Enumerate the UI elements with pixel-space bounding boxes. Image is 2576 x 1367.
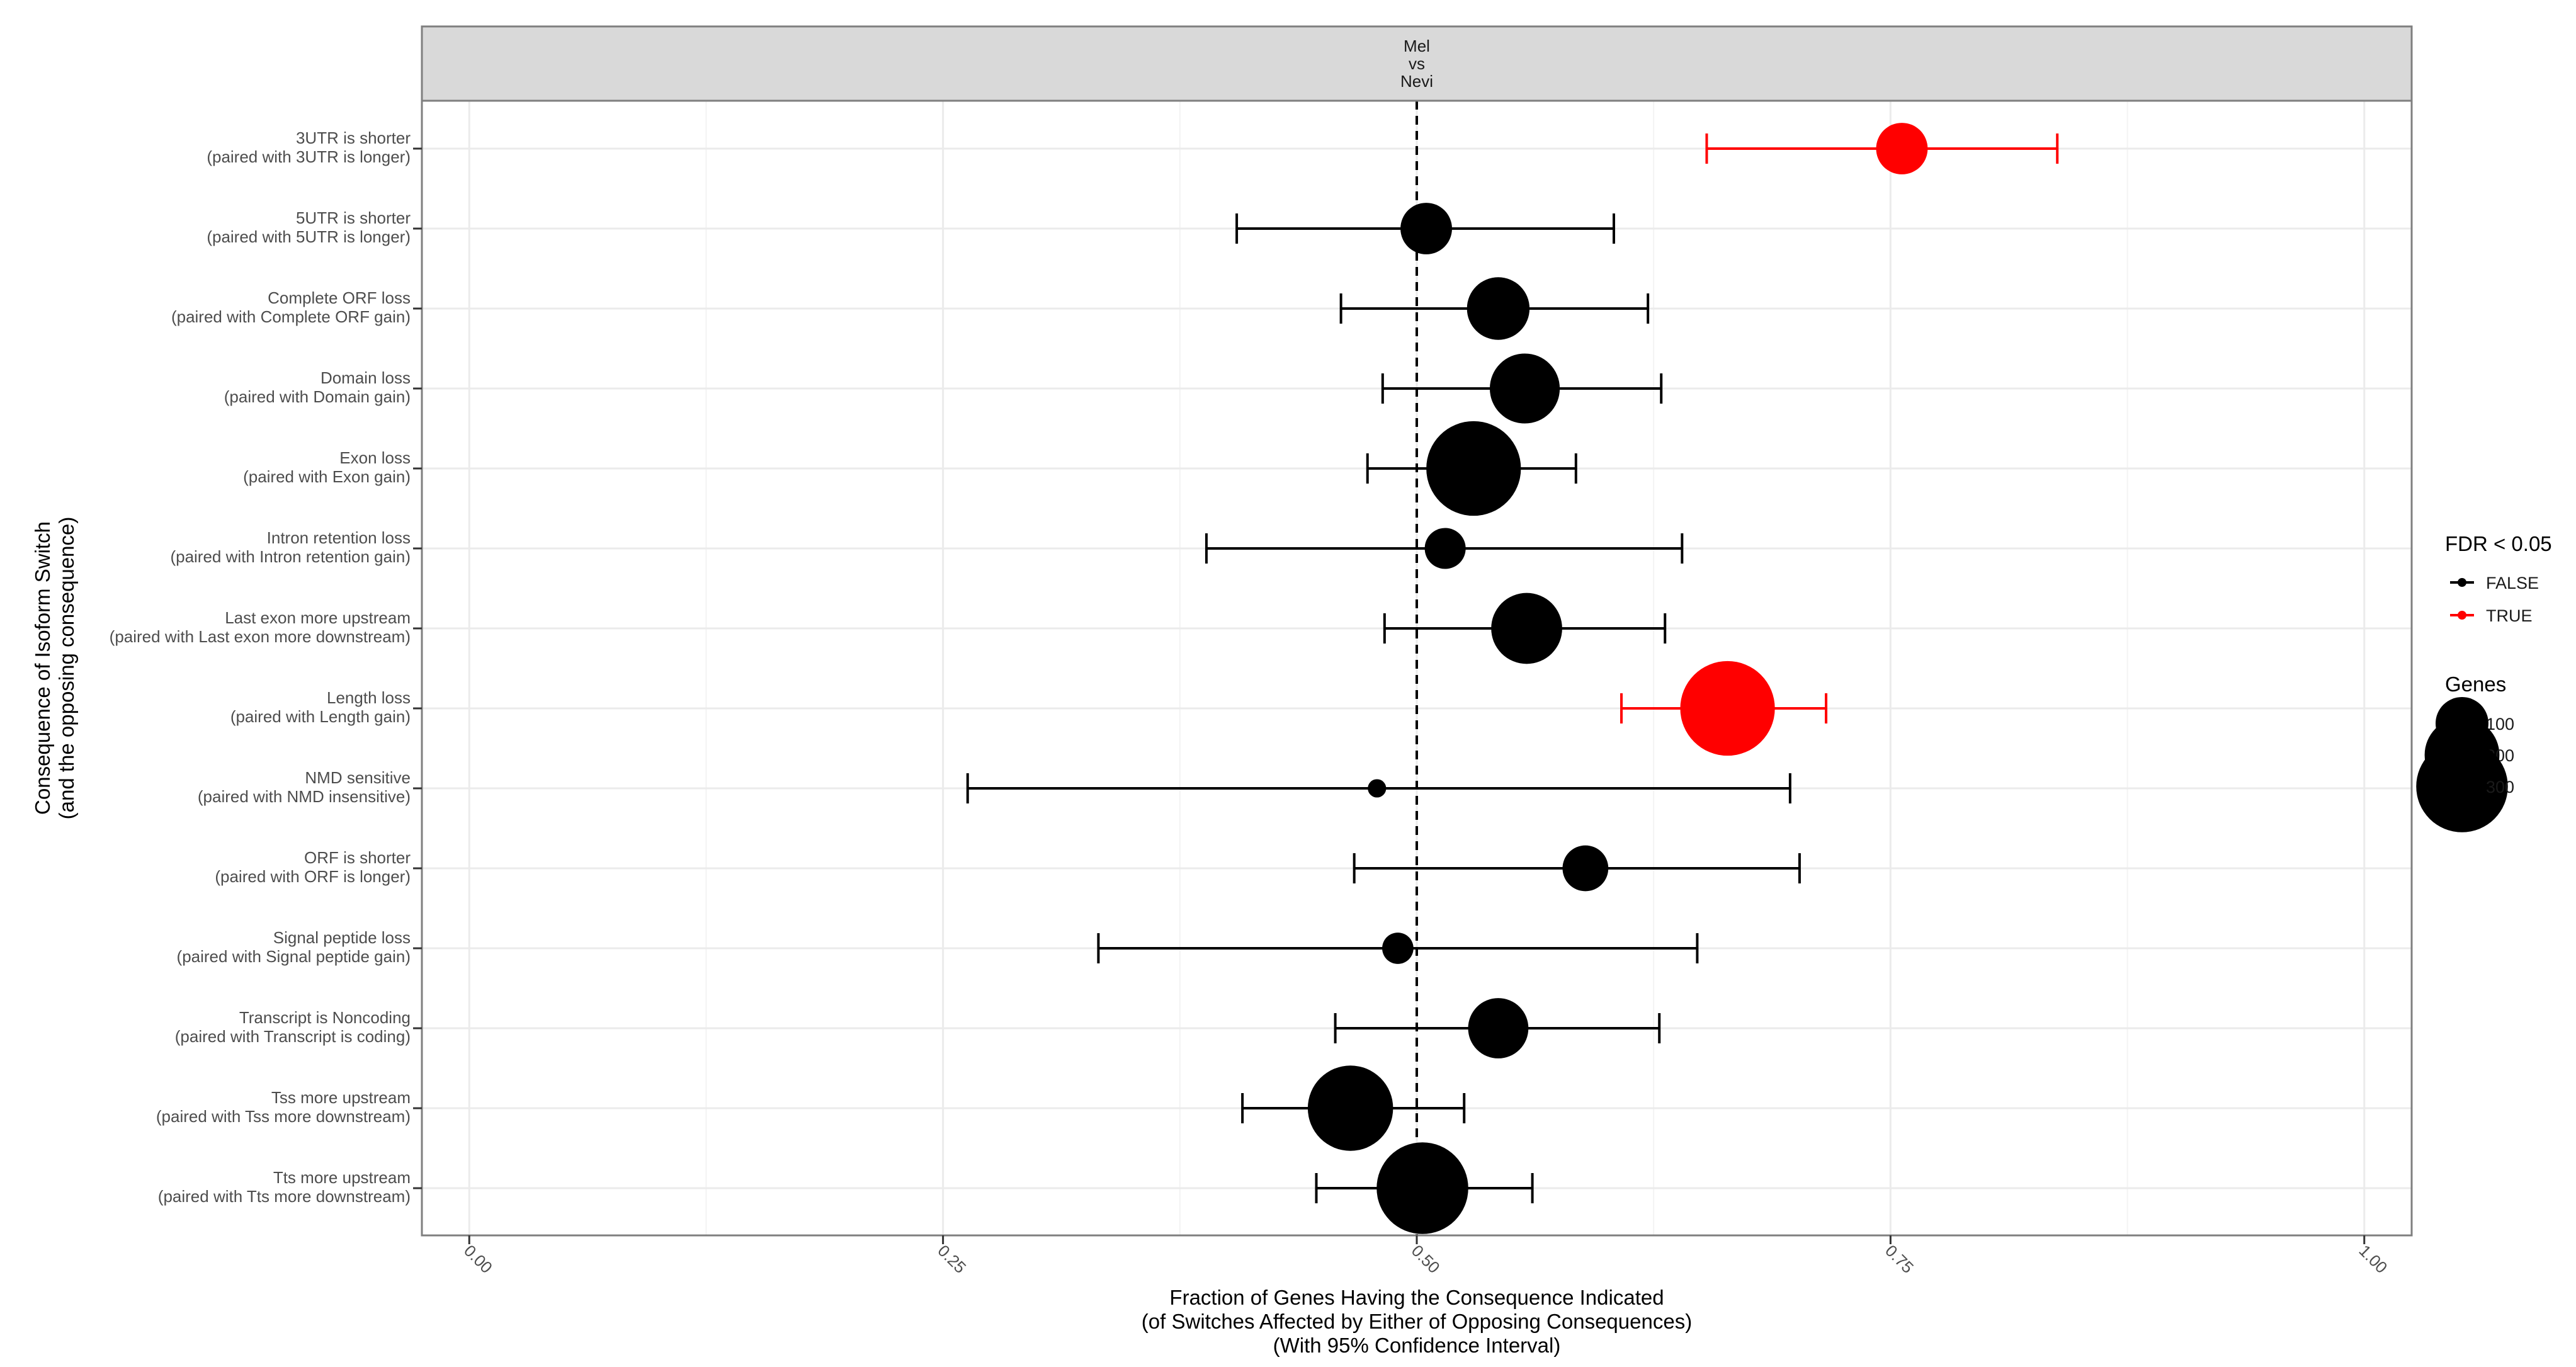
estimate-group [1235, 203, 1615, 254]
data-marks [966, 123, 2059, 1234]
y-tick-label: Last exon more upstream [225, 608, 411, 627]
legend-genes-key [2416, 740, 2508, 832]
y-tick-label: Exon loss [339, 448, 411, 467]
estimate-group [1241, 1065, 1466, 1151]
estimate-group [1705, 123, 2059, 174]
y-tick-label: (paired with Last exon more downstream) [110, 627, 411, 646]
y-tick-label: (paired with 3UTR is longer) [207, 147, 411, 166]
y-tick-label: Tts more upstream [273, 1168, 411, 1187]
facet-strip-label: Mel [1404, 37, 1430, 55]
facet-strip-label: vs [1409, 54, 1425, 73]
data-point[interactable] [1376, 1142, 1468, 1234]
legend-genes-item: 300 [2416, 740, 2514, 832]
y-tick-label: (paired with Tss more downstream) [156, 1107, 411, 1126]
y-tick-label: Transcript is Noncoding [239, 1008, 411, 1027]
y-axis-title-group: Consequence of Isoform Switch (and the op… [31, 517, 78, 820]
estimate-group [1315, 1142, 1534, 1234]
legend-fdr-label: TRUE [2486, 606, 2533, 625]
data-point[interactable] [1368, 779, 1387, 798]
y-tick-label: 3UTR is shorter [296, 128, 411, 147]
data-point[interactable] [1468, 998, 1529, 1058]
y-tick-label: 5UTR is shorter [296, 208, 411, 227]
y-axis: 3UTR is shorter(paired with 3UTR is long… [110, 128, 422, 1206]
y-tick-label: (paired with Length gain) [230, 707, 411, 726]
y-tick-label: (paired with Intron retention gain) [170, 547, 411, 566]
data-point[interactable] [1876, 123, 1928, 174]
legend-genes-label: 100 [2486, 715, 2514, 734]
estimate-group [1381, 353, 1663, 424]
facet-strip-label: Nevi [1400, 72, 1433, 91]
facet-strip-box [421, 25, 2413, 102]
y-tick-label: (paired with NMD insensitive) [198, 787, 411, 806]
legend-fdr-item: TRUE [2450, 606, 2533, 625]
y-tick-label: (paired with 5UTR is longer) [207, 227, 411, 246]
legend-fdr-title: FDR < 0.05 [2445, 532, 2552, 555]
y-tick-label: ORF is shorter [304, 848, 411, 867]
data-point[interactable] [1489, 353, 1560, 424]
axis-titles: Fraction of Genes Having the Consequence… [31, 517, 1692, 1357]
x-axis-title: Fraction of Genes Having the Consequence… [1169, 1286, 1664, 1309]
y-tick-label: Signal peptide loss [273, 928, 411, 947]
y-tick-label: (paired with Tts more downstream) [158, 1187, 411, 1206]
x-axis-title: (With 95% Confidence Interval) [1273, 1334, 1561, 1357]
y-tick-label: Tss more upstream [271, 1088, 411, 1107]
y-tick-label: NMD sensitive [305, 768, 411, 787]
estimate-group [1366, 421, 1577, 516]
y-tick-label: (paired with Signal peptide gain) [177, 947, 411, 966]
y-tick-label: Length loss [327, 688, 411, 707]
y-tick-label: Intron retention loss [267, 528, 411, 547]
data-point[interactable] [1382, 933, 1414, 964]
data-point[interactable] [1400, 203, 1452, 254]
legend-genes-label: 300 [2486, 778, 2514, 797]
estimate-group [1334, 998, 1661, 1058]
data-point[interactable] [1307, 1065, 1393, 1151]
data-point[interactable] [1467, 277, 1530, 340]
data-point[interactable] [1491, 593, 1562, 664]
x-axis-title: (of Switches Affected by Either of Oppos… [1142, 1310, 1692, 1333]
estimate-group [1353, 845, 1801, 892]
y-axis-title: Consequence of Isoform Switch [31, 521, 54, 815]
estimate-group [1339, 277, 1650, 340]
y-tick-label: (paired with Transcript is coding) [175, 1027, 411, 1046]
data-point[interactable] [1426, 421, 1521, 516]
legend-fdr-key-point [2458, 578, 2466, 587]
estimate-group [1620, 661, 1828, 756]
legend-fdr-item: FALSE [2450, 574, 2539, 593]
legend-fdr-label: FALSE [2486, 574, 2539, 593]
y-tick-label: (paired with Complete ORF gain) [171, 307, 411, 326]
data-point[interactable] [1680, 661, 1775, 756]
y-tick-label: (paired with Exon gain) [243, 467, 411, 486]
estimate-group [1205, 528, 1684, 569]
data-point[interactable] [1424, 528, 1466, 569]
y-tick-label: Complete ORF loss [268, 288, 411, 307]
legend-genes-title: Genes [2445, 672, 2506, 696]
estimate-group [966, 773, 1791, 803]
y-tick-label: (paired with Domain gain) [224, 387, 411, 406]
y-tick-label: Domain loss [321, 368, 411, 387]
legend-fdr-key-point [2458, 611, 2466, 620]
estimate-group [1097, 933, 1699, 964]
y-tick-label: (paired with ORF is longer) [215, 867, 411, 886]
y-axis-title: (and the opposing consequence) [55, 517, 78, 820]
estimate-group [1383, 593, 1667, 664]
data-point[interactable] [1562, 845, 1609, 892]
